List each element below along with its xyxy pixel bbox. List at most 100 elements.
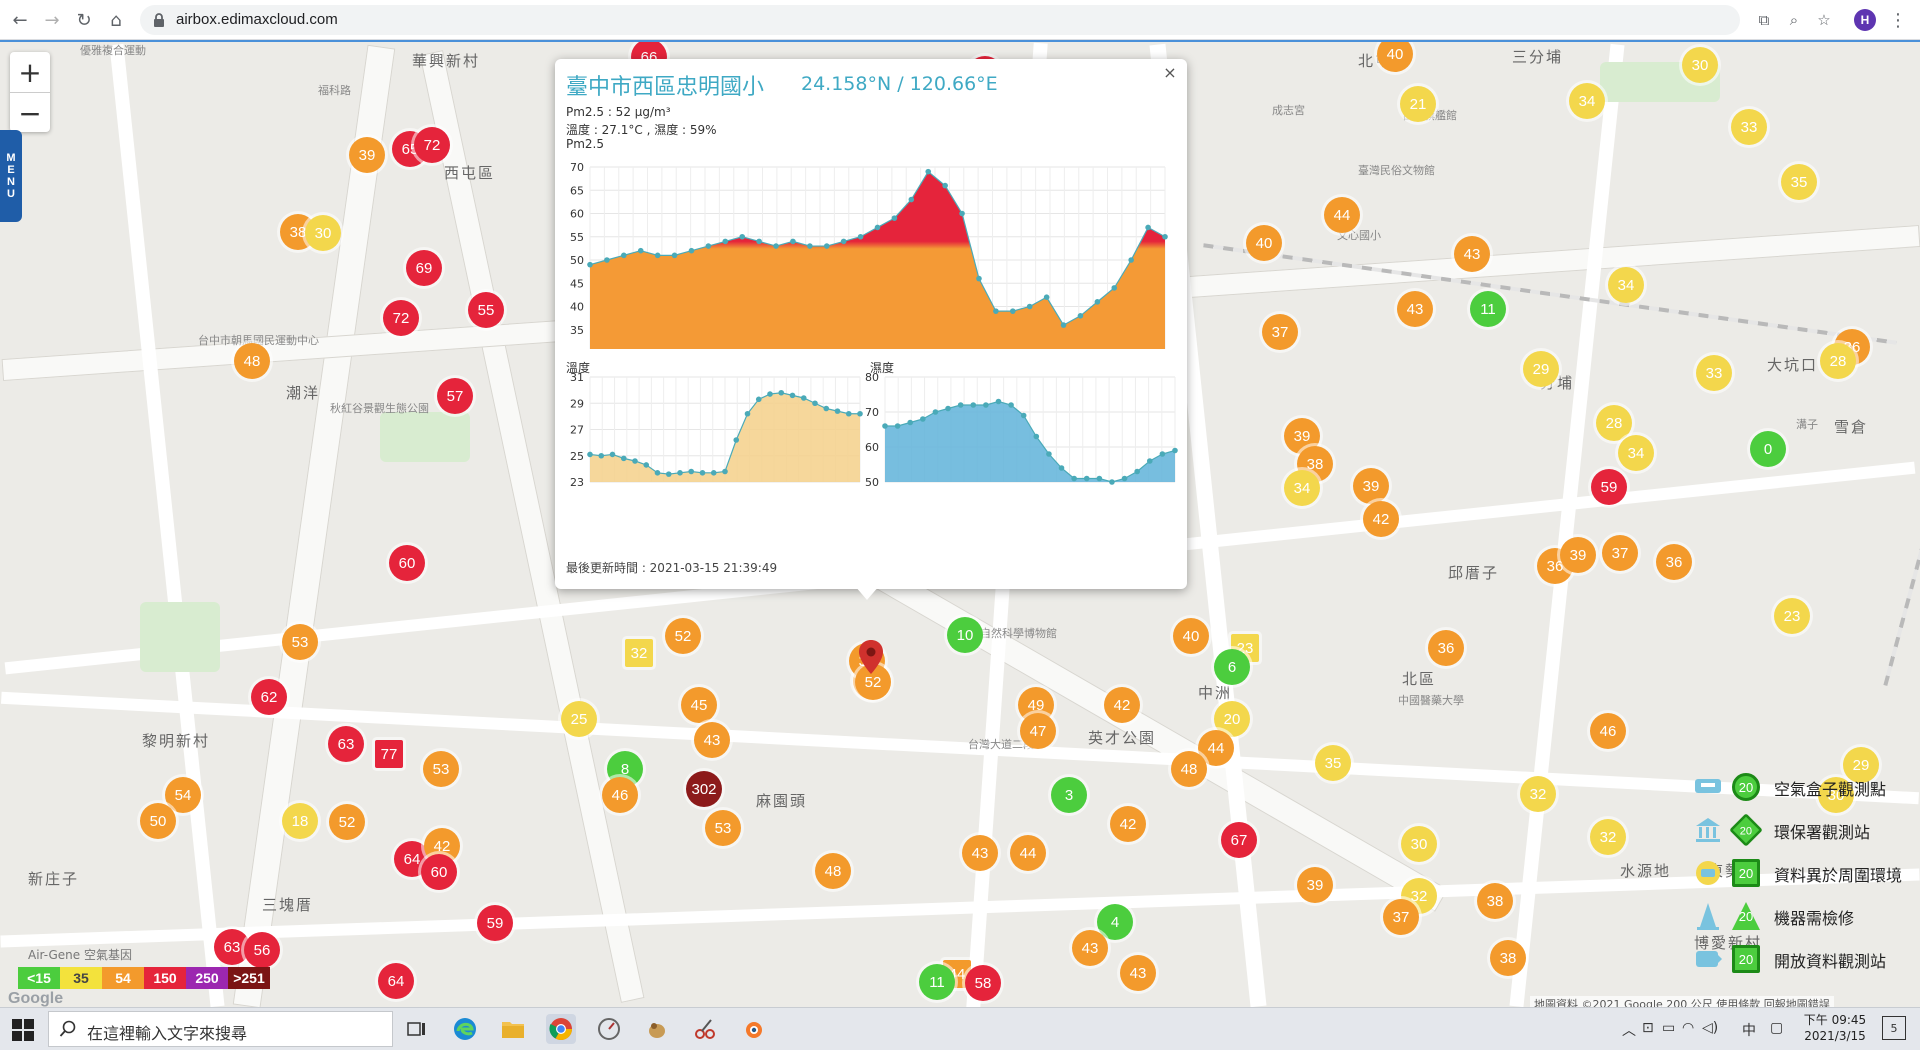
station-marker[interactable]: 44 bbox=[1010, 835, 1046, 871]
station-marker[interactable]: 38 bbox=[1477, 883, 1513, 919]
station-marker[interactable]: 40 bbox=[1246, 225, 1282, 261]
chrome-icon[interactable] bbox=[546, 1014, 576, 1044]
station-marker[interactable]: 43 bbox=[694, 722, 730, 758]
station-marker[interactable]: 53 bbox=[705, 810, 741, 846]
station-marker[interactable]: 64 bbox=[378, 963, 414, 999]
station-marker[interactable]: 43 bbox=[1397, 291, 1433, 327]
station-marker[interactable]: 34 bbox=[1569, 83, 1605, 119]
station-marker[interactable]: 53 bbox=[423, 751, 459, 787]
station-marker[interactable]: 63 bbox=[328, 726, 364, 762]
tray-chevron-icon[interactable]: ︿ bbox=[1622, 1023, 1636, 1039]
station-marker[interactable]: 21 bbox=[1400, 86, 1436, 122]
station-marker[interactable]: 69 bbox=[406, 250, 442, 286]
station-marker[interactable]: 36 bbox=[1656, 544, 1692, 580]
station-marker[interactable]: 29 bbox=[1843, 747, 1879, 783]
station-marker[interactable]: 302 bbox=[686, 771, 722, 807]
station-marker[interactable]: 23 bbox=[1774, 598, 1810, 634]
station-marker[interactable]: 34 bbox=[1618, 435, 1654, 471]
station-marker[interactable]: 59 bbox=[1591, 469, 1627, 505]
selected-location-pin-icon[interactable] bbox=[859, 640, 883, 674]
station-marker[interactable]: 45 bbox=[681, 687, 717, 723]
file-explorer-icon[interactable] bbox=[498, 1014, 528, 1044]
station-marker[interactable]: 42 bbox=[1104, 687, 1140, 723]
station-marker[interactable]: 40 bbox=[1173, 618, 1209, 654]
app-icon-snip[interactable] bbox=[690, 1014, 720, 1044]
zoom-in-button[interactable]: + bbox=[10, 52, 50, 93]
tray-network-icon[interactable]: ⊡ bbox=[1642, 1020, 1654, 1036]
task-view-icon[interactable] bbox=[402, 1014, 432, 1044]
station-marker[interactable]: 58 bbox=[965, 965, 1001, 1001]
address-bar[interactable]: airbox.edimaxcloud.com bbox=[140, 5, 1740, 35]
menu-tab[interactable]: MENU bbox=[0, 130, 22, 222]
station-marker[interactable]: 33 bbox=[1696, 355, 1732, 391]
station-marker[interactable]: 46 bbox=[602, 777, 638, 813]
clock-date[interactable]: 2021/3/15 bbox=[1804, 1029, 1866, 1043]
station-marker[interactable]: 39 bbox=[1297, 867, 1333, 903]
station-marker[interactable]: 67 bbox=[1221, 822, 1257, 858]
profile-avatar[interactable]: H bbox=[1854, 9, 1876, 31]
station-marker[interactable]: 52 bbox=[329, 804, 365, 840]
station-marker[interactable]: 11 bbox=[1470, 291, 1506, 327]
station-marker[interactable]: 30 bbox=[1818, 777, 1854, 813]
station-marker[interactable]: 37 bbox=[1262, 314, 1298, 350]
station-marker[interactable]: 40 bbox=[1377, 42, 1413, 72]
station-marker[interactable]: 62 bbox=[251, 679, 287, 715]
station-marker[interactable]: 77 bbox=[375, 740, 403, 768]
station-marker[interactable]: 10 bbox=[947, 617, 983, 653]
bookmark-star-icon[interactable]: ☆ bbox=[1817, 11, 1831, 29]
app-icon-blender[interactable] bbox=[738, 1014, 768, 1044]
station-marker[interactable]: 34 bbox=[1284, 470, 1320, 506]
station-marker[interactable]: 56 bbox=[244, 932, 280, 968]
translate-icon[interactable]: ⧉ bbox=[1758, 11, 1770, 29]
station-marker[interactable]: 33 bbox=[1731, 109, 1767, 145]
station-marker[interactable]: 50 bbox=[140, 803, 176, 839]
station-marker[interactable]: 34 bbox=[1608, 267, 1644, 303]
station-marker[interactable]: 46 bbox=[1590, 713, 1626, 749]
more-menu-icon[interactable]: ⋮ bbox=[1889, 9, 1907, 31]
station-marker[interactable]: 28 bbox=[1820, 343, 1856, 379]
station-marker[interactable]: 0 bbox=[1750, 431, 1786, 467]
station-marker[interactable]: 32 bbox=[1520, 776, 1556, 812]
station-marker[interactable]: 30 bbox=[1401, 826, 1437, 862]
zoom-icon[interactable]: ⌕ bbox=[1789, 11, 1799, 29]
station-marker[interactable]: 60 bbox=[421, 854, 457, 890]
station-marker[interactable]: 43 bbox=[1072, 930, 1108, 966]
station-marker[interactable]: 35 bbox=[1315, 745, 1351, 781]
station-marker[interactable]: 4 bbox=[1097, 904, 1133, 940]
station-marker[interactable]: 38 bbox=[1490, 940, 1526, 976]
app-icon-animal[interactable] bbox=[642, 1014, 672, 1044]
station-marker[interactable]: 52 bbox=[665, 618, 701, 654]
back-icon[interactable]: ← bbox=[12, 9, 28, 31]
app-icon-gauge[interactable] bbox=[594, 1014, 624, 1044]
station-marker[interactable]: 54 bbox=[165, 777, 201, 813]
station-marker[interactable]: 18 bbox=[282, 803, 318, 839]
station-marker[interactable]: 36 bbox=[1428, 630, 1464, 666]
station-marker[interactable]: 11 bbox=[919, 964, 955, 1000]
station-marker[interactable]: 59 bbox=[477, 905, 513, 941]
station-marker[interactable]: 37 bbox=[1602, 535, 1638, 571]
station-marker[interactable]: 3 bbox=[1051, 777, 1087, 813]
station-marker[interactable]: 30 bbox=[1682, 47, 1718, 83]
station-marker[interactable]: 28 bbox=[1596, 405, 1632, 441]
station-marker[interactable]: 42 bbox=[1110, 806, 1146, 842]
tray-app-icon[interactable]: ▭ bbox=[1662, 1020, 1676, 1036]
ime-mode-icon[interactable]: ▢ bbox=[1770, 1020, 1784, 1036]
station-marker[interactable]: 35 bbox=[1781, 164, 1817, 200]
station-marker[interactable]: 39 bbox=[1353, 468, 1389, 504]
station-marker[interactable]: 55 bbox=[468, 292, 504, 328]
forward-icon[interactable]: → bbox=[44, 9, 60, 31]
wifi-icon[interactable]: ◠ bbox=[1682, 1020, 1695, 1036]
station-marker[interactable]: 52 bbox=[855, 664, 891, 700]
station-marker[interactable]: 43 bbox=[1120, 955, 1156, 991]
station-marker[interactable]: 39 bbox=[1284, 418, 1320, 454]
home-icon[interactable]: ⌂ bbox=[110, 9, 122, 31]
close-icon[interactable]: × bbox=[1163, 62, 1177, 82]
station-marker[interactable]: 43 bbox=[962, 835, 998, 871]
station-marker[interactable]: 72 bbox=[414, 127, 450, 163]
station-marker[interactable]: 25 bbox=[561, 701, 597, 737]
windows-start-icon[interactable] bbox=[12, 1019, 34, 1041]
station-marker[interactable]: 30 bbox=[305, 215, 341, 251]
edge-browser-icon[interactable] bbox=[450, 1014, 480, 1044]
station-marker[interactable]: 53 bbox=[282, 624, 318, 660]
station-marker[interactable]: 39 bbox=[1560, 537, 1596, 573]
